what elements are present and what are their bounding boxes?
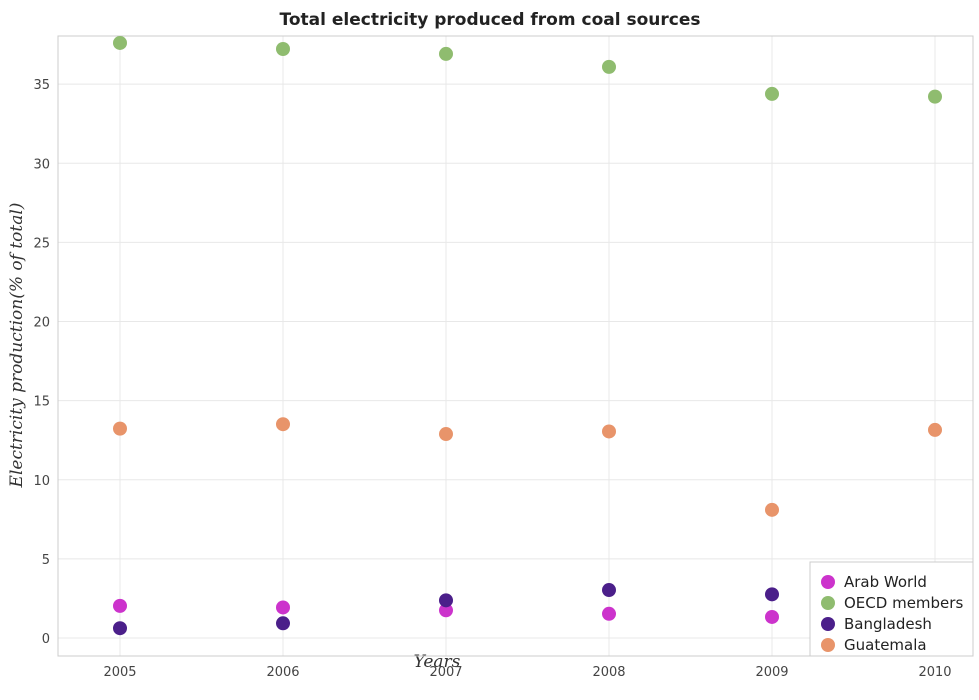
legend-marker [821, 617, 835, 631]
legend-label: Bangladesh [844, 615, 932, 633]
legend-label: OECD members [844, 594, 963, 612]
data-point-oecd-members[interactable] [113, 36, 127, 50]
data-point-bangladesh[interactable] [765, 587, 779, 601]
data-point-guatemala[interactable] [276, 417, 290, 431]
data-point-guatemala[interactable] [113, 422, 127, 436]
data-point-oecd-members[interactable] [439, 47, 453, 61]
data-point-arab-world[interactable] [765, 610, 779, 624]
y-tick-label: 5 [42, 553, 50, 568]
y-tick-label: 20 [33, 316, 50, 331]
data-point-guatemala[interactable] [765, 503, 779, 517]
data-point-bangladesh[interactable] [602, 583, 616, 597]
data-point-bangladesh[interactable] [439, 593, 453, 607]
data-point-guatemala[interactable] [602, 424, 616, 438]
x-tick-label: 2009 [755, 665, 788, 680]
y-tick-label: 35 [33, 78, 50, 93]
legend: Arab World OECD members Bangladesh Guatemal… [810, 562, 973, 656]
x-tick-label: 2010 [918, 665, 951, 680]
chart-title: Total electricity produced from coal sou… [280, 10, 701, 30]
data-point-arab-world[interactable] [276, 600, 290, 614]
y-tick-label: 25 [33, 236, 50, 251]
data-point-arab-world[interactable] [602, 607, 616, 621]
x-tick-label: 2008 [592, 665, 625, 680]
legend-label: Guatemala [844, 636, 927, 654]
legend-marker [821, 575, 835, 589]
data-point-bangladesh[interactable] [276, 616, 290, 630]
data-point-guatemala[interactable] [439, 427, 453, 441]
y-axis-label: Electricity production(% of total) [7, 203, 27, 489]
x-tick-label: 2007 [429, 665, 462, 680]
legend-label: Arab World [844, 573, 927, 591]
data-point-arab-world[interactable] [113, 599, 127, 613]
data-point-guatemala[interactable] [928, 423, 942, 437]
y-tick-label: 30 [33, 157, 50, 172]
y-tick-label: 10 [33, 474, 50, 489]
x-tick-label: 2006 [266, 665, 299, 680]
y-tick-label: 15 [33, 395, 50, 410]
data-points [113, 36, 942, 635]
data-point-oecd-members[interactable] [765, 87, 779, 101]
data-point-oecd-members[interactable] [928, 90, 942, 104]
data-point-oecd-members[interactable] [276, 42, 290, 56]
legend-marker [821, 596, 835, 610]
data-point-oecd-members[interactable] [602, 60, 616, 74]
y-tick-label: 0 [42, 632, 50, 647]
x-tick-label: 2005 [103, 665, 136, 680]
data-point-bangladesh[interactable] [113, 621, 127, 635]
legend-marker [821, 638, 835, 652]
